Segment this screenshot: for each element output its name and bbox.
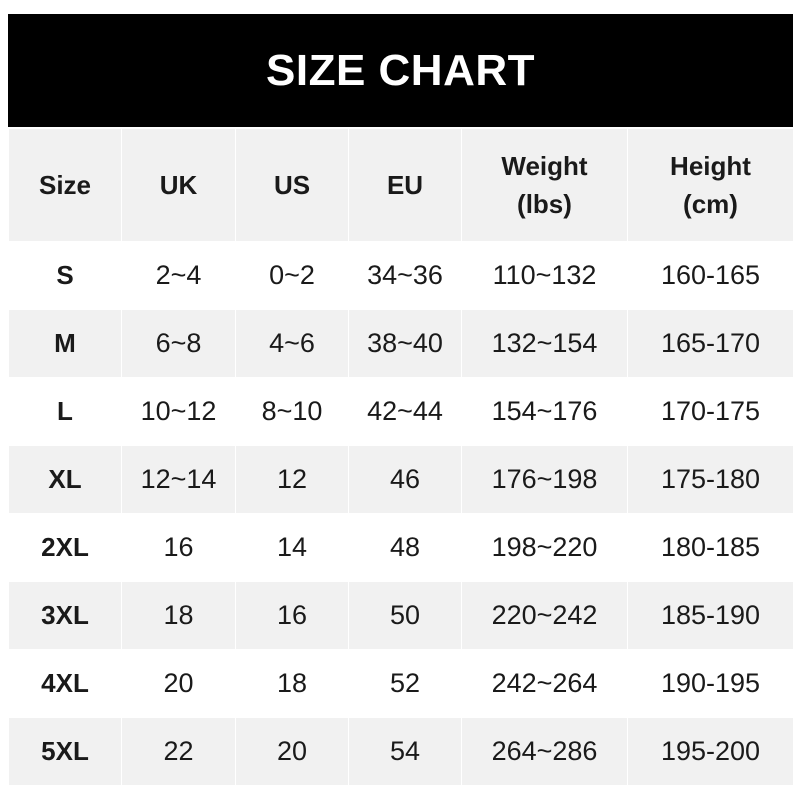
cell-us: 20 bbox=[235, 717, 349, 786]
cell-height: 195-200 bbox=[627, 717, 794, 786]
table-row: 3XL 18 16 50 220~242 185-190 bbox=[8, 581, 794, 650]
table-row: 5XL 22 20 54 264~286 195-200 bbox=[8, 717, 794, 786]
cell-us: 8~10 bbox=[235, 377, 349, 446]
cell-height: 165-170 bbox=[627, 309, 794, 378]
cell-weight: 220~242 bbox=[461, 581, 628, 650]
cell-height: 170-175 bbox=[627, 377, 794, 446]
cell-height: 185-190 bbox=[627, 581, 794, 650]
cell-weight: 264~286 bbox=[461, 717, 628, 786]
cell-us: 0~2 bbox=[235, 241, 349, 310]
cell-size: 5XL bbox=[8, 717, 122, 786]
cell-us: 14 bbox=[235, 513, 349, 582]
cell-eu: 46 bbox=[348, 445, 462, 514]
column-header-size: Size bbox=[8, 128, 122, 242]
cell-uk: 2~4 bbox=[121, 241, 236, 310]
table-row: XL 12~14 12 46 176~198 175-180 bbox=[8, 445, 794, 514]
cell-uk: 18 bbox=[121, 581, 236, 650]
column-header-weight: Weight (lbs) bbox=[461, 128, 628, 242]
cell-size: 4XL bbox=[8, 649, 122, 718]
cell-uk: 20 bbox=[121, 649, 236, 718]
cell-eu: 50 bbox=[348, 581, 462, 650]
cell-size: S bbox=[8, 241, 122, 310]
column-header-height: Height (cm) bbox=[627, 128, 794, 242]
cell-height: 160-165 bbox=[627, 241, 794, 310]
cell-eu: 38~40 bbox=[348, 309, 462, 378]
column-header-uk: UK bbox=[121, 128, 236, 242]
cell-uk: 22 bbox=[121, 717, 236, 786]
table-row: M 6~8 4~6 38~40 132~154 165-170 bbox=[8, 309, 794, 378]
header-row: Size UK US EU Weight (lbs) Height (cm) bbox=[8, 128, 794, 242]
table-row: L 10~12 8~10 42~44 154~176 170-175 bbox=[8, 377, 794, 446]
cell-weight: 198~220 bbox=[461, 513, 628, 582]
cell-height: 180-185 bbox=[627, 513, 794, 582]
cell-eu: 48 bbox=[348, 513, 462, 582]
cell-weight: 154~176 bbox=[461, 377, 628, 446]
table-row: S 2~4 0~2 34~36 110~132 160-165 bbox=[8, 241, 794, 310]
size-chart-title: SIZE CHART bbox=[8, 14, 793, 127]
cell-size: XL bbox=[8, 445, 122, 514]
cell-us: 16 bbox=[235, 581, 349, 650]
cell-eu: 42~44 bbox=[348, 377, 462, 446]
table-row: 2XL 16 14 48 198~220 180-185 bbox=[8, 513, 794, 582]
cell-size: M bbox=[8, 309, 122, 378]
cell-height: 190-195 bbox=[627, 649, 794, 718]
cell-size: L bbox=[8, 377, 122, 446]
cell-us: 4~6 bbox=[235, 309, 349, 378]
cell-eu: 54 bbox=[348, 717, 462, 786]
cell-weight: 242~264 bbox=[461, 649, 628, 718]
column-header-eu: EU bbox=[348, 128, 462, 242]
size-chart-table: Size UK US EU Weight (lbs) Height (cm) S 2~4 0~2 3… bbox=[8, 128, 794, 786]
cell-uk: 16 bbox=[121, 513, 236, 582]
cell-weight: 176~198 bbox=[461, 445, 628, 514]
cell-weight: 110~132 bbox=[461, 241, 628, 310]
cell-uk: 6~8 bbox=[121, 309, 236, 378]
cell-us: 18 bbox=[235, 649, 349, 718]
cell-eu: 34~36 bbox=[348, 241, 462, 310]
column-header-us: US bbox=[235, 128, 349, 242]
cell-uk: 10~12 bbox=[121, 377, 236, 446]
cell-us: 12 bbox=[235, 445, 349, 514]
cell-uk: 12~14 bbox=[121, 445, 236, 514]
table-row: 4XL 20 18 52 242~264 190-195 bbox=[8, 649, 794, 718]
cell-size: 3XL bbox=[8, 581, 122, 650]
cell-height: 175-180 bbox=[627, 445, 794, 514]
cell-size: 2XL bbox=[8, 513, 122, 582]
cell-weight: 132~154 bbox=[461, 309, 628, 378]
cell-eu: 52 bbox=[348, 649, 462, 718]
